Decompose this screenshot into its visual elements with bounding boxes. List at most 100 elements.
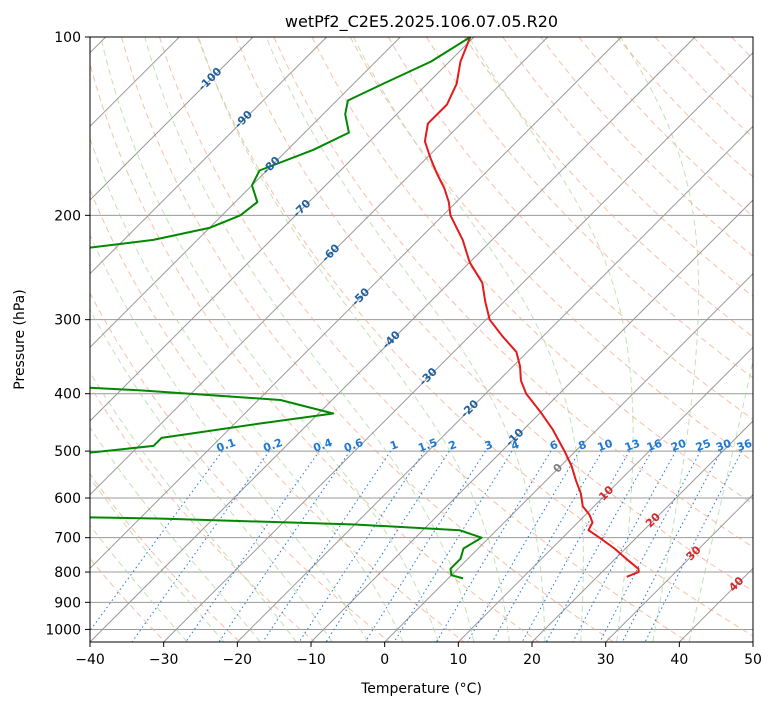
- moist-adiabat-line: [620, 37, 700, 642]
- isotherm-line: [310, 199, 753, 642]
- isotherm-line: [384, 272, 753, 642]
- dry-adiabat-line: [90, 62, 540, 642]
- mixing-ratio-line: [644, 450, 743, 642]
- y-tick-label: 500: [54, 444, 81, 460]
- moist-adiabat-line: [90, 308, 333, 642]
- x-tick-label: 10: [449, 652, 467, 668]
- dry-adiabat-line: [120, 37, 614, 642]
- plot-background: [90, 37, 753, 642]
- y-tick-label: 900: [54, 595, 81, 611]
- mixing-ratio-label: 2: [447, 438, 459, 453]
- moist-adiabat-line: [100, 37, 439, 642]
- mixing-ratio-line: [521, 450, 630, 642]
- isotherm-line: [531, 420, 753, 642]
- series-lines: [90, 37, 640, 580]
- mixing-ratio-line: [467, 450, 580, 642]
- x-tick-label: −20: [223, 652, 253, 668]
- y-tick-label: 100: [54, 30, 81, 46]
- mixing-ratio-label: 6: [548, 438, 560, 453]
- x-tick-label: 40: [670, 652, 688, 668]
- isotherm-line: [90, 37, 254, 201]
- dry-adiabat-line: [770, 37, 775, 642]
- mixing-ratio-line: [491, 450, 603, 642]
- dry-adiabat-line: [387, 37, 753, 420]
- mixing-ratio-line: [572, 450, 677, 642]
- x-tick-label: −10: [296, 652, 326, 668]
- mixing-ratio-label: 13: [623, 437, 642, 454]
- mixing-ratio-line: [262, 450, 392, 642]
- mixing-ratio-label: 8: [577, 438, 589, 453]
- mixing-ratio-line: [545, 450, 653, 642]
- moist-adiabat-line: [90, 477, 225, 642]
- dewpoint-trace: [90, 37, 483, 580]
- mixing-ratio-line: [90, 450, 223, 632]
- y-tick-label: 300: [54, 313, 81, 329]
- moist-adiabat-line: [265, 37, 546, 642]
- y-axis-label: Pressure (hPa): [12, 289, 28, 389]
- mixing-ratio-label: 3: [483, 438, 495, 453]
- isotherm-line: [90, 37, 622, 570]
- mixing-ratio-line: [218, 450, 351, 642]
- y-tick-label: 400: [54, 387, 81, 403]
- axis-ticks: −40 −30 −20 −10 0 10 20 30 40 5010020030040050060…: [45, 30, 762, 668]
- moist-adiabat-line: [688, 358, 753, 642]
- mixing-ratio-label: 20: [669, 437, 688, 455]
- y-tick-label: 600: [54, 491, 81, 507]
- moist-adiabat-line: [90, 136, 404, 642]
- x-tick-label: 50: [744, 652, 762, 668]
- chart-title: wetPf2_C2E5.2025.106.07.05.R20: [285, 12, 558, 32]
- moist-adiabat-line: [90, 371, 297, 642]
- isotherm-line: [605, 493, 753, 642]
- moist-adiabat-line: [90, 233, 369, 642]
- moist-adiabat-line: [198, 37, 510, 642]
- mixing-ratio-label: 1.5: [416, 436, 439, 455]
- y-tick-label: 1000: [45, 622, 81, 638]
- isotherm-line: [90, 37, 549, 496]
- temperature-trace: [423, 37, 640, 578]
- moist-adiabat-line: [90, 524, 188, 642]
- x-axis-label: Temperature (°C): [360, 681, 482, 697]
- plot-frame: [89, 36, 754, 643]
- mixing-ratio-label: 0.2: [262, 436, 285, 455]
- mixing-ratio-label: 0.4: [311, 436, 334, 455]
- mixing-ratio-label: 4: [509, 438, 521, 453]
- dry-adiabat-line: [159, 37, 689, 642]
- isotherm-line: [457, 346, 753, 642]
- x-tick-label: 20: [523, 652, 541, 668]
- dry-adiabat-line: [425, 37, 753, 379]
- dry-adiabat-line: [90, 385, 316, 642]
- mixing-ratio-line: [435, 450, 552, 642]
- isotherm-line: [236, 125, 753, 642]
- x-tick-label: −40: [75, 652, 105, 668]
- isotherm-line: [90, 37, 696, 642]
- moist-adiabat-line: [90, 426, 261, 642]
- isotherm-line: [90, 37, 328, 275]
- x-tick-label: 0: [380, 652, 389, 668]
- dry-adiabat-line: [90, 188, 465, 642]
- moist-adiabat-line: [144, 37, 475, 642]
- mixing-ratio-label: 25: [694, 437, 713, 454]
- isotherm-line: [752, 641, 753, 642]
- mixing-ratio-line: [621, 450, 722, 642]
- x-tick-label: 30: [597, 652, 615, 668]
- isotherm-line: [90, 37, 401, 349]
- y-tick-label: 200: [54, 208, 81, 224]
- dry-adiabat-line: [90, 557, 166, 642]
- isotherm-line: [163, 51, 753, 642]
- mixing-ratio-label: 16: [645, 437, 664, 455]
- mixing-ratio-line: [599, 450, 701, 642]
- isotherm-line: [90, 37, 475, 422]
- x-tick-label: −30: [149, 652, 179, 668]
- mixing-ratio-label: 0.6: [342, 436, 365, 455]
- mixing-ratio-line: [325, 450, 450, 642]
- mixing-ratio-label: 10: [596, 437, 615, 455]
- mixing-ratio-line: [298, 450, 425, 642]
- mixing-ratio-label: 30: [714, 437, 733, 455]
- y-tick-label: 700: [54, 531, 81, 547]
- mixing-ratio-label: 0.1: [215, 436, 238, 455]
- mixing-ratio-label: 1: [388, 438, 400, 453]
- y-tick-label: 800: [54, 565, 81, 581]
- mixing-ratio-label: 36: [735, 437, 754, 455]
